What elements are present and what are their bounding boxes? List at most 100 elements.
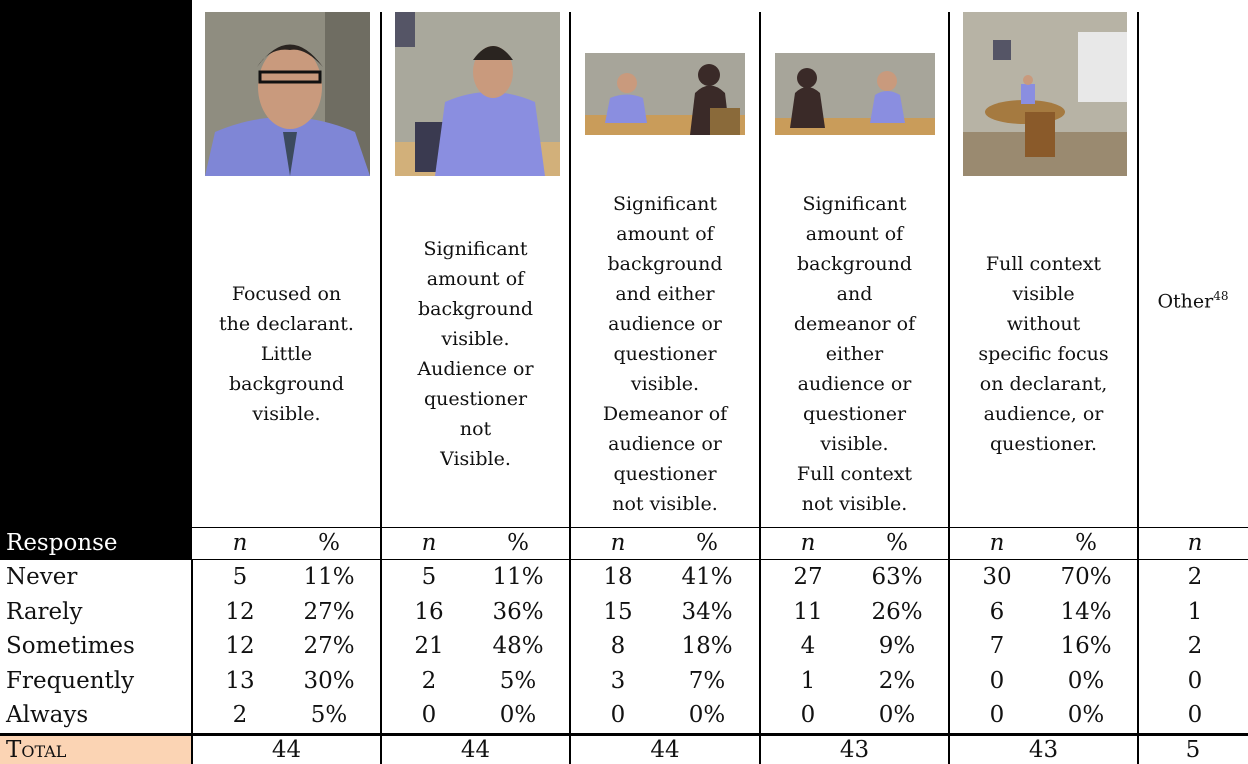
table-cell: 0 xyxy=(989,702,1005,729)
table-cell: 27% xyxy=(303,598,355,625)
table-cell: 41% xyxy=(681,564,733,590)
column-header: Significant amount of background and demeano… xyxy=(760,180,949,528)
header-line: amount of xyxy=(426,268,525,290)
column-unit: n xyxy=(1187,530,1203,556)
table-cell: 2 xyxy=(232,702,248,729)
header-line: visible. xyxy=(252,403,321,425)
header-line: Demeanor of xyxy=(602,403,728,425)
header-line: specific focus xyxy=(978,343,1109,365)
total-cell: 43 xyxy=(1028,737,1059,763)
table-cell: 27% xyxy=(303,633,355,660)
table-cell: 11% xyxy=(492,564,544,590)
footnote-marker: 48 xyxy=(1213,289,1229,303)
table-cell: 5% xyxy=(499,667,537,694)
header-line: amount of xyxy=(805,223,904,245)
table-cell: 5% xyxy=(310,702,348,729)
column-header: Focused on the declarant. Little background… xyxy=(192,180,381,528)
column-rule xyxy=(380,12,382,764)
table-cell: 7 xyxy=(989,633,1005,660)
table-cell: 7% xyxy=(688,667,726,694)
table-cell: 36% xyxy=(492,598,544,625)
table-cell: 26% xyxy=(871,598,923,625)
row-label: Never xyxy=(6,564,78,590)
header-line: visible. xyxy=(441,328,510,350)
table-cell: 0% xyxy=(878,702,916,729)
header-line: Audience or xyxy=(417,358,534,380)
table-cell: 16 xyxy=(414,598,444,625)
table-cell: 4 xyxy=(800,633,816,660)
table-cell: 0% xyxy=(1067,702,1105,729)
column-unit: n xyxy=(989,530,1005,556)
table-cell: 18% xyxy=(681,633,733,660)
column-header: Full context visible without specific focus… xyxy=(949,180,1138,528)
table-cell: 5 xyxy=(421,564,437,590)
header-line: questioner xyxy=(613,343,717,365)
total-cell: 44 xyxy=(650,737,680,763)
header-line: audience, or xyxy=(983,403,1104,425)
header-line: and xyxy=(836,283,873,305)
table-cell: 0% xyxy=(1067,667,1105,694)
total-rule xyxy=(0,733,1248,736)
table-cell: 1 xyxy=(800,667,816,694)
photo xyxy=(395,12,560,176)
header-line: visible xyxy=(1012,283,1075,305)
column-rule xyxy=(1137,12,1139,764)
column-header: Significant amount of background visible. Au… xyxy=(381,180,570,528)
response-header: Response xyxy=(6,530,118,556)
header-line: questioner xyxy=(802,403,907,425)
table-cell: 0 xyxy=(421,702,437,729)
header-line: either xyxy=(825,343,884,365)
header-line: background xyxy=(229,373,344,395)
column-unit: n xyxy=(610,530,626,556)
header-line: Significant xyxy=(612,193,718,215)
table-cell: 18 xyxy=(603,564,633,590)
total-label-cell xyxy=(0,736,192,764)
header-line: questioner xyxy=(423,388,528,410)
header-line: amount of xyxy=(616,223,714,245)
header-line: Visible. xyxy=(440,448,511,470)
table-cell: 1 xyxy=(1187,598,1203,625)
table-cell: 16% xyxy=(1060,633,1112,660)
table-cell: 30% xyxy=(303,667,355,694)
header-line: not visible. xyxy=(801,493,908,515)
table-cell: 2 xyxy=(421,667,437,694)
column-unit: n xyxy=(800,530,816,556)
header-rule xyxy=(192,527,1248,528)
header-line: audience or xyxy=(608,313,722,335)
table-cell: 34% xyxy=(681,598,733,625)
table-cell: 12 xyxy=(225,633,255,660)
header-line: the declarant. xyxy=(219,313,354,335)
header-line: Little xyxy=(260,343,313,365)
table-cell: 14% xyxy=(1060,598,1112,625)
column-unit: n xyxy=(421,530,437,556)
column-unit: % xyxy=(318,530,340,556)
total-cell: 43 xyxy=(839,737,870,763)
table-cell: 9% xyxy=(878,633,916,660)
column-rule xyxy=(759,12,761,764)
table-cell: 0 xyxy=(1187,702,1203,729)
header-line: Significant xyxy=(802,193,907,215)
header-line: Full context xyxy=(796,463,913,485)
subheader-rule xyxy=(0,559,1248,560)
column-rule xyxy=(948,12,950,764)
table-cell: 63% xyxy=(871,564,923,590)
column-rule xyxy=(191,560,193,764)
table-cell: 11% xyxy=(303,564,355,590)
photo xyxy=(205,12,370,176)
header-line: audience or xyxy=(797,373,912,395)
header-line: Focused on xyxy=(231,283,342,305)
header-line: without xyxy=(1006,313,1081,335)
header-line: not xyxy=(459,418,492,440)
table-cell: 2 xyxy=(1187,633,1203,660)
header-line: Significant xyxy=(423,238,528,260)
table-cell: 27 xyxy=(793,564,823,590)
table-cell: 0 xyxy=(610,702,626,729)
table-cell: 2% xyxy=(878,667,916,694)
header-line: questioner. xyxy=(989,433,1098,455)
column-unit: % xyxy=(1075,530,1097,556)
table-cell: 70% xyxy=(1060,564,1112,590)
other-header: Other48 xyxy=(1138,281,1248,316)
table-cell: 12 xyxy=(225,598,255,625)
table-cell: 3 xyxy=(610,667,626,694)
